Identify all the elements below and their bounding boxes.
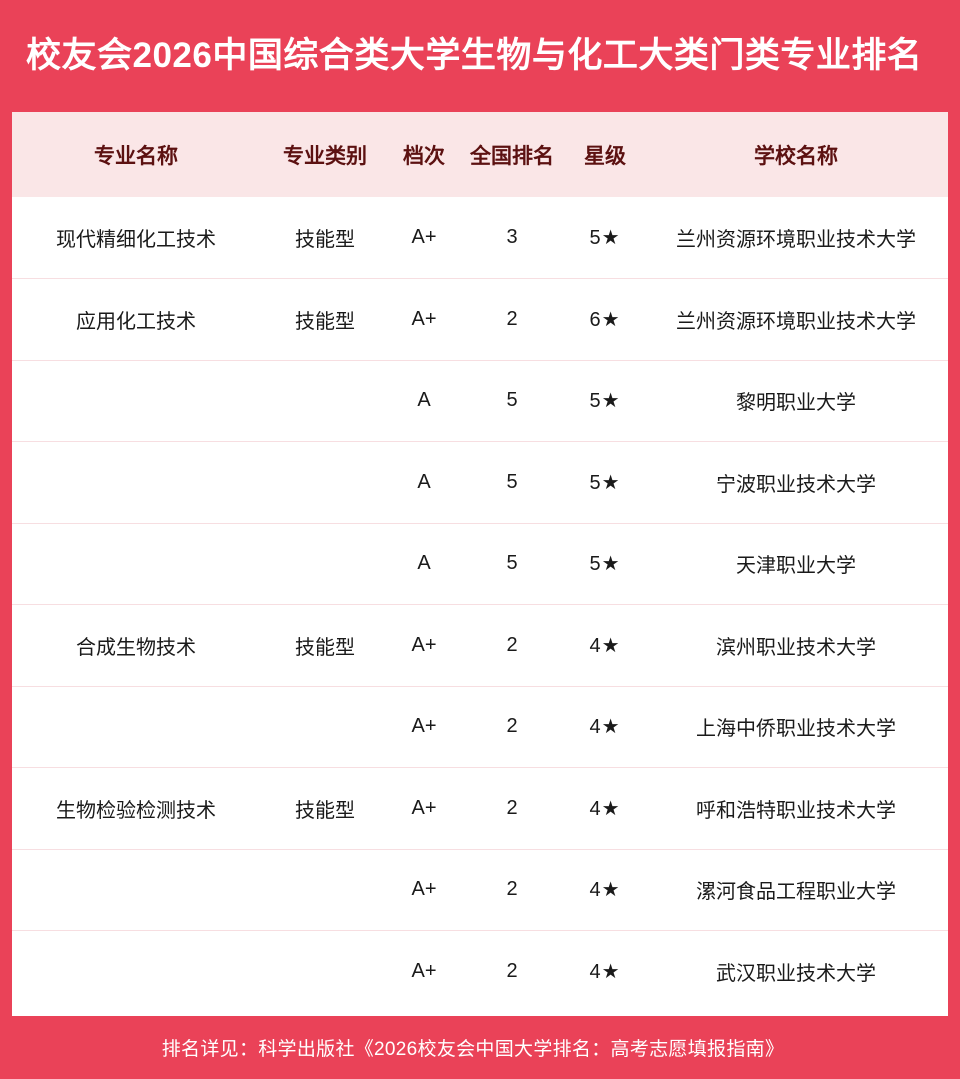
table-row: 应用化工技术 技能型 A+ 2 6★ 兰州资源环境职业技术大学 — [12, 278, 948, 361]
column-header-rank: 全国排名 — [470, 144, 554, 168]
cell-rank: 2 — [458, 278, 566, 361]
cell-star: 5★ — [566, 360, 644, 442]
cell-major — [12, 686, 260, 768]
cell-category: 技能型 — [260, 604, 390, 687]
cell-major — [12, 441, 260, 524]
cell-major: 生物检验检测技术 — [12, 767, 260, 850]
cell-school: 漯河食品工程职业大学 — [644, 849, 948, 931]
cell-star: 4★ — [566, 686, 644, 768]
footer-band: 排名详见：科学出版社《2026校友会中国大学排名：高考志愿填报指南》 — [0, 1016, 960, 1079]
table-row: A 5 5★ 宁波职业技术大学 — [12, 441, 948, 524]
cell-rank: 5 — [458, 441, 566, 524]
column-header-school: 学校名称 — [754, 144, 838, 168]
cell-rank: 5 — [458, 523, 566, 605]
cell-school: 黎明职业大学 — [644, 360, 948, 442]
cell-category — [260, 931, 390, 1013]
cell-tier: A+ — [411, 960, 437, 982]
cell-tier: A+ — [390, 767, 458, 850]
cell-rank: 2 — [458, 849, 566, 931]
cell-star: 5★ — [566, 197, 644, 279]
cell-school: 天津职业大学 — [644, 523, 948, 605]
footer-source-note: 排名详见：科学出版社《2026校友会中国大学排名：高考志愿填报指南》 — [161, 1039, 785, 1060]
cell-major: 应用化工技术 — [12, 278, 260, 361]
table-row: 现代精细化工技术 技能型 A+ 3 5★ 兰州资源环境职业技术大学 — [12, 197, 948, 279]
cell-category: 技能型 — [260, 767, 390, 850]
cell-major: 现代精细化工技术 — [12, 197, 260, 279]
table-row: A+ 2 4★ 漯河食品工程职业大学 — [12, 849, 948, 931]
cell-school: 兰州资源环境职业技术大学 — [644, 197, 948, 279]
title-band: 校友会2026中国综合类大学生物与化工大类门类专业排名 — [0, 0, 960, 112]
cell-school: 上海中侨职业技术大学 — [644, 686, 948, 768]
ranking-table: 专业名称 专业类别 档次 全国排名 星级 学校名称 现代精细化工技术 技能型 A… — [12, 112, 948, 1012]
cell-tier: A+ — [390, 278, 458, 361]
cell-star: 4★ — [566, 767, 644, 850]
cell-tier: A+ — [390, 604, 458, 687]
cell-star: 4★ — [566, 604, 644, 687]
table-row: A 5 5★ 黎明职业大学 — [12, 360, 948, 442]
cell-major — [12, 523, 260, 605]
cell-school: 兰州资源环境职业技术大学 — [644, 278, 948, 361]
cell-tier: A+ — [390, 197, 458, 279]
cell-star: 5★ — [566, 441, 644, 524]
cell-category — [260, 523, 390, 605]
column-header-star: 星级 — [584, 144, 626, 168]
page-title: 校友会2026中国综合类大学生物与化工大类门类专业排名 — [26, 35, 923, 75]
column-header-category: 专业类别 — [283, 144, 367, 168]
cell-rank: 2 — [458, 686, 566, 768]
table-row: A 5 5★ 天津职业大学 — [12, 523, 948, 605]
cell-rank: 3 — [458, 197, 566, 279]
table-row: 合成生物技术 技能型 A+ 2 4★ 滨州职业技术大学 — [12, 604, 948, 687]
cell-tier: A — [390, 523, 458, 605]
cell-school: 滨州职业技术大学 — [644, 604, 948, 687]
cell-major — [12, 360, 260, 442]
cell-major — [12, 931, 260, 1013]
table-row: 生物检验检测技术 技能型 A+ 2 4★ 呼和浩特职业技术大学 — [12, 767, 948, 850]
column-header-tier: 档次 — [403, 144, 445, 168]
cell-star: 6★ — [566, 278, 644, 361]
cell-star: 4★ — [566, 849, 644, 931]
cell-rank: 2 — [506, 960, 518, 982]
ranking-table-card: 专业名称 专业类别 档次 全国排名 星级 学校名称 现代精细化工技术 技能型 A… — [12, 112, 948, 1016]
cell-star: 4★ — [589, 961, 621, 983]
cell-major: 合成生物技术 — [12, 604, 260, 687]
table-row: A+ 2 4★ 上海中侨职业技术大学 — [12, 686, 948, 768]
cell-rank: 5 — [458, 360, 566, 442]
cell-rank: 2 — [458, 767, 566, 850]
table-body: 现代精细化工技术 技能型 A+ 3 5★ 兰州资源环境职业技术大学 应用化工技术… — [12, 197, 948, 1012]
cell-category — [260, 686, 390, 768]
cell-category — [260, 360, 390, 442]
cell-tier: A — [390, 360, 458, 442]
table-row: A+ 2 4★ 武汉职业技术大学 — [12, 931, 948, 1013]
cell-school: 宁波职业技术大学 — [644, 441, 948, 524]
column-header-major: 专业名称 — [94, 144, 178, 168]
cell-school: 武汉职业技术大学 — [716, 963, 876, 985]
table-header: 专业名称 专业类别 档次 全国排名 星级 学校名称 — [12, 112, 948, 197]
cell-category — [260, 849, 390, 931]
cell-category: 技能型 — [260, 197, 390, 279]
cell-school: 呼和浩特职业技术大学 — [644, 767, 948, 850]
cell-major — [12, 849, 260, 931]
cell-tier: A+ — [390, 686, 458, 768]
cell-category: 技能型 — [260, 278, 390, 361]
cell-rank: 2 — [458, 604, 566, 687]
cell-tier: A — [390, 441, 458, 524]
cell-tier: A+ — [390, 849, 458, 931]
cell-star: 5★ — [566, 523, 644, 605]
cell-category — [260, 441, 390, 524]
table-header-row: 专业名称 专业类别 档次 全国排名 星级 学校名称 — [12, 112, 948, 197]
